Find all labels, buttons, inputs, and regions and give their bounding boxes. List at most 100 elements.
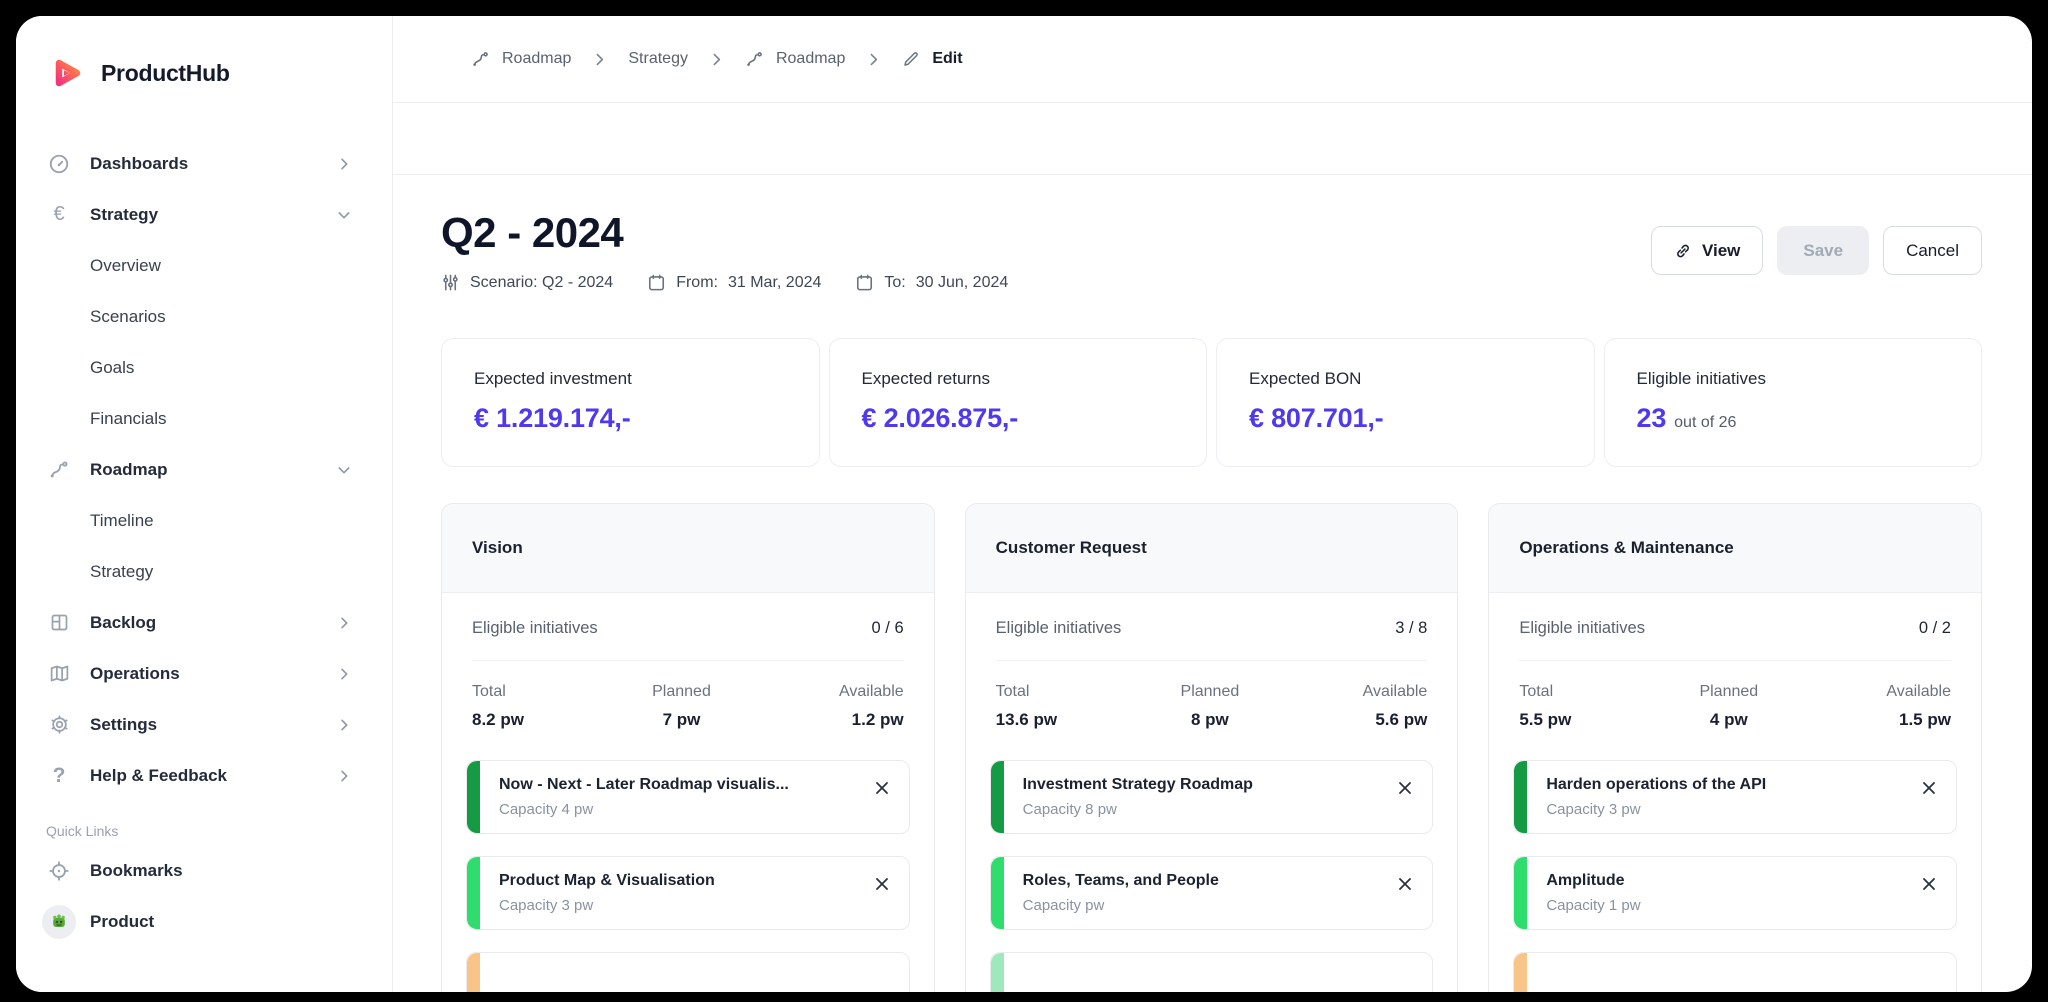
sidebar-item-label: Scenarios <box>90 306 166 326</box>
column-operations-maintenance: Operations & Maintenance Eligible initia… <box>1488 503 1982 992</box>
sidebar-item-financials[interactable]: Financials <box>16 393 392 444</box>
eligible-label: Eligible initiatives <box>995 619 1122 637</box>
from-date[interactable]: From: 31 Mar, 2024 <box>647 273 821 292</box>
chevron-down-icon <box>336 462 352 478</box>
sidebar-item-settings[interactable]: Settings <box>16 699 392 750</box>
initiative-card-clipped[interactable] <box>989 952 1434 992</box>
stat-expected-returns: Expected returns € 2.026.875,- <box>828 338 1207 467</box>
gauge-icon <box>46 153 72 175</box>
initiative-title: Now - Next - Later Roadmap visualis... <box>499 776 789 793</box>
board-icon <box>46 612 72 633</box>
stat-suffix: out of 26 <box>1674 414 1737 431</box>
planned-label: Planned <box>1699 683 1759 700</box>
eligible-value: 0 / 6 <box>871 619 904 637</box>
stat-value: € 807.701,- <box>1249 403 1384 433</box>
initiative-card[interactable]: Amplitude Capacity 1 pw <box>1513 856 1957 930</box>
breadcrumb-label: Roadmap <box>775 50 846 67</box>
page-title: Q2 - 2024 <box>441 209 624 256</box>
sidebar-item-help-feedback[interactable]: ? Help & Feedback <box>16 750 392 801</box>
column-vision: Vision Eligible initiatives 0 / 6 Total 8… <box>441 503 935 992</box>
scenario-meta: Scenario: Q2 - 2024 <box>441 273 613 292</box>
eligible-label: Eligible initiatives <box>1519 619 1645 637</box>
available-label: Available <box>839 683 904 700</box>
close-icon[interactable] <box>1394 777 1416 799</box>
sidebar-nav: Dashboards € Strategy Overview Scenarios… <box>16 138 392 947</box>
scenario-label: Scenario: Q2 - 2024 <box>470 273 614 291</box>
chevron-right-icon <box>336 156 352 172</box>
status-stripe <box>467 761 480 833</box>
sidebar-item-strategy[interactable]: € Strategy <box>16 189 392 240</box>
close-icon[interactable] <box>1918 873 1940 895</box>
sidebar-item-label: Goals <box>90 357 135 377</box>
map-icon <box>46 663 72 684</box>
planned-label: Planned <box>652 683 711 700</box>
sidebar-item-strategy-sub[interactable]: Strategy <box>16 546 392 597</box>
initiative-card[interactable]: Product Map & Visualisation Capacity 3 p… <box>466 856 910 930</box>
close-icon[interactable] <box>871 873 893 895</box>
initiative-capacity: Capacity 3 pw <box>1546 801 1641 818</box>
quick-links-heading: Quick Links <box>46 823 119 839</box>
initiative-capacity: Capacity 1 pw <box>1546 897 1641 914</box>
breadcrumb-roadmap-2[interactable]: Roadmap <box>745 50 845 69</box>
available-value: 5.6 pw <box>1375 710 1428 729</box>
stat-label: Expected returns <box>861 369 991 388</box>
initiative-card[interactable]: Now - Next - Later Roadmap visualis... C… <box>466 760 910 834</box>
available-value: 1.5 pw <box>1899 710 1951 729</box>
to-date[interactable]: To: 30 Jun, 2024 <box>855 273 1008 292</box>
close-icon[interactable] <box>1394 873 1416 895</box>
breadcrumb-label: Roadmap <box>502 50 572 67</box>
view-button[interactable]: View <box>1650 226 1764 275</box>
breadcrumb-edit[interactable]: Edit <box>902 50 963 68</box>
stat-value: € 2.026.875,- <box>861 403 1019 433</box>
cancel-button[interactable]: Cancel <box>1883 226 1982 275</box>
sidebar-item-roadmap[interactable]: Roadmap <box>16 444 392 495</box>
initiative-card-clipped[interactable] <box>1513 952 1957 992</box>
stats-row: Expected investment € 1.219.174,- Expect… <box>441 338 1982 467</box>
to-value: 30 Jun, 2024 <box>915 273 1009 291</box>
sidebar-item-timeline[interactable]: Timeline <box>16 495 392 546</box>
brand-name: ProductHub <box>101 59 230 86</box>
sidebar-item-goals[interactable]: Goals <box>16 342 392 393</box>
planned-value: 8 pw <box>1190 710 1229 729</box>
initiative-card-clipped[interactable] <box>466 952 910 992</box>
initiative-card[interactable]: Harden operations of the API Capacity 3 … <box>1513 760 1957 834</box>
available-label: Available <box>1362 683 1428 700</box>
view-button-label: View <box>1701 240 1741 260</box>
chevron-right-icon <box>865 51 882 68</box>
breadcrumb-roadmap[interactable]: Roadmap <box>471 50 571 69</box>
available-label: Available <box>1886 683 1951 700</box>
close-icon[interactable] <box>871 777 893 799</box>
initiative-card[interactable]: Investment Strategy Roadmap Capacity 8 p… <box>989 760 1434 834</box>
breadcrumb-strategy[interactable]: Strategy <box>628 50 688 68</box>
sidebar-item-scenarios[interactable]: Scenarios <box>16 291 392 342</box>
status-stripe <box>990 761 1004 833</box>
chevron-right-icon <box>708 51 725 68</box>
eligible-value: 0 / 2 <box>1918 619 1951 637</box>
sidebar-item-operations[interactable]: Operations <box>16 648 392 699</box>
stat-label: Expected BON <box>1249 369 1362 388</box>
sidebar-item-product[interactable]: Product <box>16 896 392 947</box>
column-header: Customer Request <box>965 504 1458 593</box>
stat-value: 23 <box>1636 403 1667 433</box>
initiative-columns: Vision Eligible initiatives 0 / 6 Total 8… <box>441 503 1982 992</box>
sidebar-item-overview[interactable]: Overview <box>16 240 392 291</box>
save-button[interactable]: Save <box>1777 226 1870 275</box>
sidebar-item-label: Settings <box>90 714 158 734</box>
stat-value: € 1.219.174,- <box>474 403 631 433</box>
chevron-right-icon <box>591 51 608 68</box>
to-label: To: <box>884 273 906 291</box>
available-value: 1.2 pw <box>851 710 904 729</box>
initiative-title: Amplitude <box>1546 872 1625 889</box>
crosshair-icon <box>46 860 72 882</box>
close-icon[interactable] <box>1918 777 1940 799</box>
sidebar-item-dashboards[interactable]: Dashboards <box>16 138 392 189</box>
planned-value: 4 pw <box>1709 710 1748 729</box>
sidebar-item-bookmarks[interactable]: Bookmarks <box>16 845 392 896</box>
sidebar-item-label: Overview <box>90 255 161 275</box>
app-window: ProductHub Dashboards € Strategy Overvie… <box>16 16 2032 992</box>
column-header: Vision <box>442 504 934 593</box>
brand[interactable]: ProductHub <box>16 46 392 120</box>
sidebar-item-backlog[interactable]: Backlog <box>16 597 392 648</box>
initiative-card[interactable]: Roles, Teams, and People Capacity pw <box>989 856 1434 930</box>
sidebar-item-label: Roadmap <box>90 459 168 479</box>
